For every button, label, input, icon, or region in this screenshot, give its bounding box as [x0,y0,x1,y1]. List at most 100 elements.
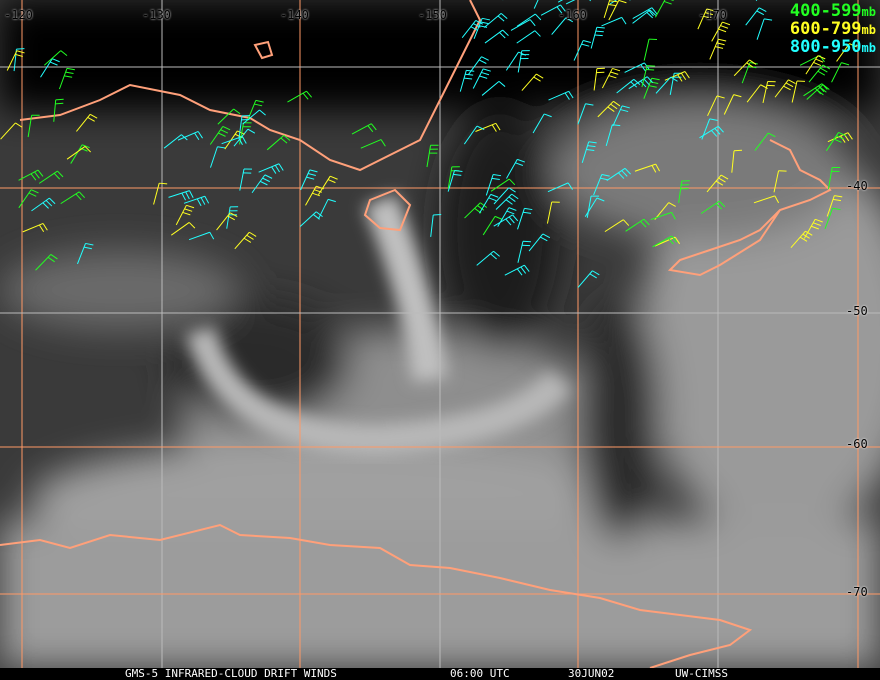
wind-barb [504,264,530,276]
legend-range: 800-950 [789,37,862,57]
wind-barb [0,122,23,140]
wind-barb [634,163,661,173]
wind-barb [701,118,718,140]
wind-barb [183,195,210,207]
wind-barb [168,190,194,201]
wind-barb [706,174,729,193]
wind-barb [6,50,25,71]
wind-barb [287,90,313,103]
source: UW-CIMSS [675,667,728,680]
wind-barb [40,58,60,78]
wind-barb [790,230,813,249]
wind-barb [485,174,502,196]
wind-barb [517,240,531,263]
wind-barb [746,84,768,103]
wind-barb [700,200,726,214]
wind-barb [238,115,251,138]
wind-barb [581,141,597,163]
wind-barb [528,233,551,252]
wind-barb [77,242,94,265]
legend-unit: mb [861,5,876,19]
wind-barb [723,94,742,115]
wind-barb [351,123,377,135]
wind-barb [625,218,650,232]
wind-barb [606,167,631,181]
wind-barb [476,250,500,266]
legend-range: 400-599 [789,1,862,21]
wind-barb [58,67,75,90]
wind-barb [517,50,530,73]
wind-barb [548,90,574,101]
legend-unit: mb [861,41,876,55]
longitude-label: -120 [4,8,33,22]
wind-barb [516,30,541,44]
wind-barb [22,223,48,233]
wind-barb [447,170,463,192]
wind-barb [459,69,475,92]
wind-barb [654,202,676,220]
product-name: GMS-5 INFRARED-CLOUD DRIFT WINDS [125,667,337,680]
wind-barb [565,0,591,5]
wind-barb [612,105,630,127]
wind-barb [521,73,544,91]
wind-barb [808,64,831,83]
longitude-label: -170 [698,8,727,22]
wind-barb [464,202,488,219]
wind-barb [153,182,168,205]
coastlines [0,0,832,668]
wind-barb [654,0,674,18]
wind-barb [655,76,678,94]
wind-barb [577,103,594,125]
wind-barb [707,95,725,117]
wind-barb [60,191,86,205]
wind-barb [824,207,841,230]
longitude-label: -130 [142,8,171,22]
legend-400-599: 400-599mb [790,2,876,21]
wind-barb [426,144,439,168]
wind-barb [762,80,776,104]
wind-barb [472,68,491,89]
wind-barb [546,201,560,224]
caption-bar: GMS-5 INFRARED-CLOUD DRIFT WINDS 06:00 U… [0,668,880,680]
wind-barb [305,185,324,206]
wind-barb [216,212,238,231]
wind-barb [18,169,44,181]
wind-barb [753,195,780,204]
wind-barb [209,125,231,145]
date: 30JUN02 [568,667,615,680]
wind-barb [188,231,215,241]
wind-barb [609,0,631,5]
wind-barb [510,19,536,31]
wind-barb [360,139,386,149]
wind-barb [803,218,823,239]
wind-barb [475,122,501,132]
wind-barb [44,50,68,66]
wind-barb [825,131,847,152]
wind-barb [251,174,273,194]
wind-barb [584,197,605,217]
wind-barb [479,193,499,214]
wind-barb [497,207,517,227]
wind-barb [468,56,489,75]
wind-barb [557,0,564,3]
wind-barb [745,7,767,26]
wind-barb [177,131,203,141]
wind-barb [827,166,841,190]
legend-range: 600-799 [789,19,862,39]
wind-barb [461,19,484,39]
wind-barb [234,231,257,250]
wind-barb [699,125,724,139]
wind-barb [652,235,678,248]
wind-barb [258,163,284,174]
latitude-label: -60 [846,437,868,451]
latitude-label: -50 [846,304,868,318]
wind-barb [540,4,566,16]
wind-barb [532,113,552,134]
wind-barb [551,17,574,35]
wind-barb [573,40,592,61]
wind-barb [66,146,92,160]
longitude-label: -160 [558,8,587,22]
wind-barb [643,38,658,61]
